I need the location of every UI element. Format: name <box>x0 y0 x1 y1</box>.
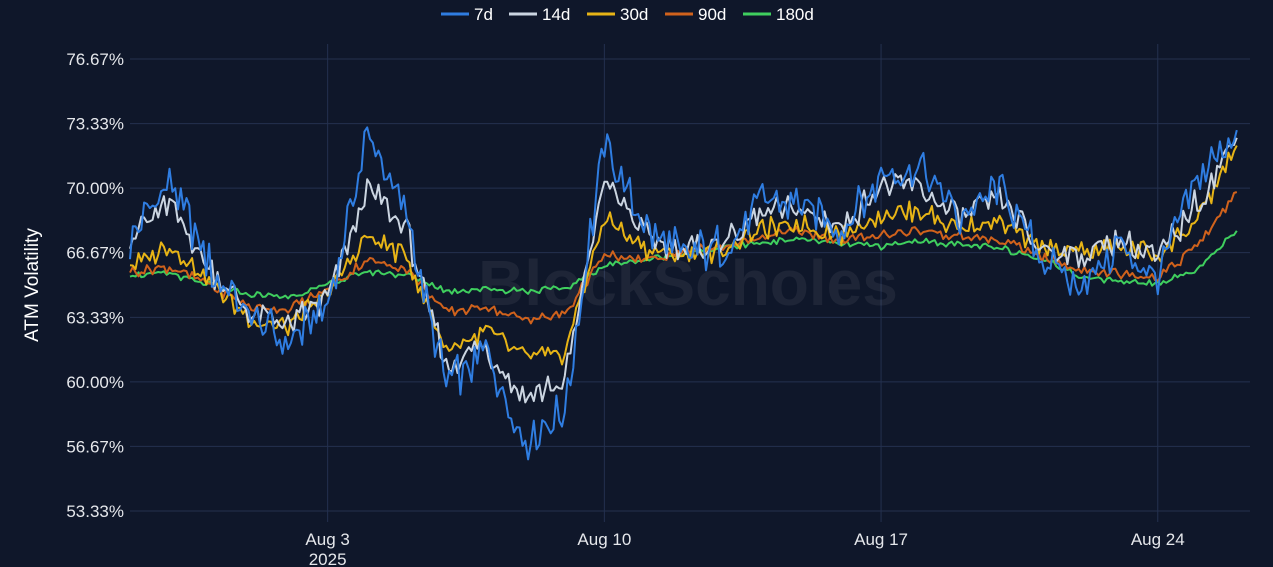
x-tick-label: Aug 3 <box>305 530 349 549</box>
y-axis-tick-labels: 53.33% 56.67% 60.00% 63.33% 66.67% 70.00% 73.3… <box>66 50 124 521</box>
legend-label-7d: 7d <box>474 5 493 24</box>
y-tick-label: 56.67% <box>66 437 124 456</box>
legend: 7d 14d 30d 90d 180d <box>441 5 814 24</box>
y-tick-label: 63.33% <box>66 308 124 327</box>
x-tick-label: Aug 10 <box>577 530 631 549</box>
legend-label-14d: 14d <box>542 5 570 24</box>
legend-label-180d: 180d <box>776 5 814 24</box>
series-line-30d <box>129 145 1238 366</box>
grid-lines <box>130 44 1250 522</box>
series-lines <box>129 126 1238 461</box>
legend-label-30d: 30d <box>620 5 648 24</box>
y-tick-label: 76.67% <box>66 50 124 69</box>
y-tick-label: 70.00% <box>66 179 124 198</box>
y-axis-title: ATM Volatility <box>22 228 43 342</box>
series-line-7d <box>129 126 1238 461</box>
y-tick-label: 60.00% <box>66 373 124 392</box>
y-tick-label: 53.33% <box>66 502 124 521</box>
x-tick-label: Aug 24 <box>1131 530 1185 549</box>
y-tick-label: 66.67% <box>66 244 124 263</box>
x-tick-label: Aug 17 <box>854 530 908 549</box>
x-tick-year-label: 2025 <box>309 550 347 567</box>
y-tick-label: 73.33% <box>66 115 124 134</box>
legend-label-90d: 90d <box>698 5 726 24</box>
